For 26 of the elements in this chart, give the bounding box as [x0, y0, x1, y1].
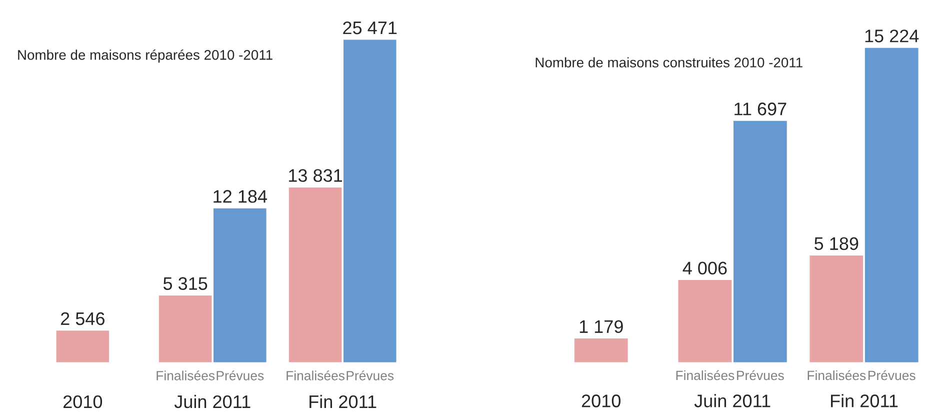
series-label: Prévues: [737, 370, 784, 380]
series-label: Prévues: [216, 370, 264, 380]
text: Nombre de maisons réparées 2010 -2011: [18, 49, 272, 63]
series-label: Finalisées: [808, 370, 866, 380]
x-tick-label: 2010: [64, 395, 102, 408]
data-label: 25 471: [343, 21, 397, 34]
x-tick-label: Fin 2011: [310, 394, 376, 408]
text: Prévues: [346, 370, 394, 380]
x-tick-label: Juin 2011: [174, 394, 250, 408]
data-label: 15 224: [865, 30, 919, 42]
text: Finalisées: [156, 370, 215, 380]
text: Nombre de maisons construites 2010 -2011: [536, 57, 802, 68]
text: Finalisées: [676, 370, 734, 380]
data-label: 11 697: [734, 102, 786, 116]
data-label: 13 831: [289, 169, 342, 182]
data-label: 2 546: [60, 312, 104, 326]
data-label: 1 179: [580, 320, 623, 334]
x-tick-label: 2010: [582, 394, 620, 408]
x-tick-label: Fin 2011: [831, 394, 898, 408]
text: Prévues: [868, 370, 916, 380]
data-label: 5 315: [163, 277, 208, 290]
data-label: 12 184: [214, 190, 267, 203]
data-label: 4 006: [682, 262, 727, 275]
series-label: Finalisées: [286, 370, 345, 380]
data-label: 5 189: [814, 237, 858, 250]
x-tick-label: Juin 2011: [694, 394, 770, 408]
